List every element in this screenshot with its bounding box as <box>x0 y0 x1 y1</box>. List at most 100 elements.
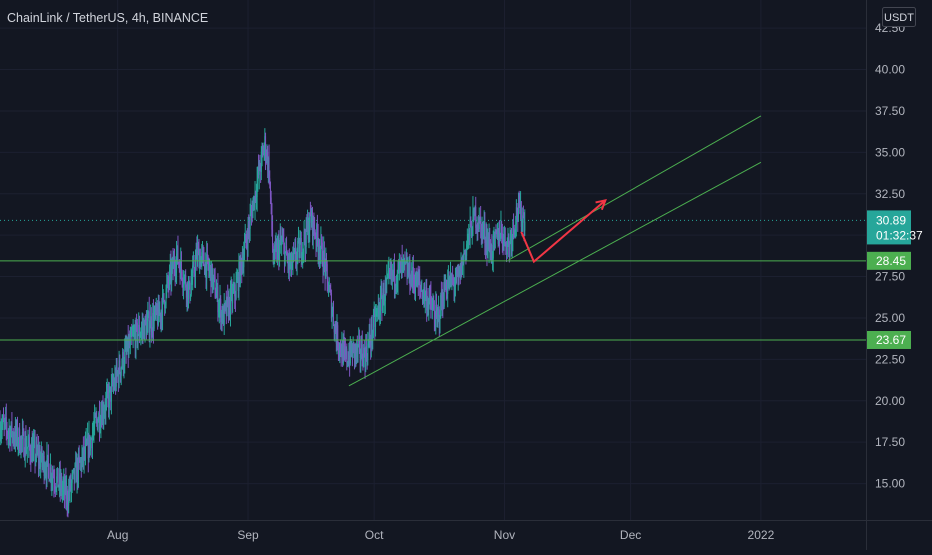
candle-body <box>271 203 273 230</box>
candle-body <box>435 305 437 328</box>
candle-body <box>504 227 506 244</box>
candle-body <box>282 240 284 242</box>
candle-body <box>241 260 243 271</box>
candle-body <box>34 440 36 461</box>
candle-body <box>518 199 520 204</box>
candle-body <box>70 479 72 489</box>
candle-body <box>332 310 334 313</box>
candle-body <box>127 337 129 355</box>
candle-body <box>78 455 80 459</box>
candle-body <box>483 223 485 230</box>
candle-body <box>109 386 111 390</box>
candle-body <box>468 229 470 236</box>
candle-body <box>302 248 304 250</box>
candle-body <box>225 302 227 315</box>
candle-body <box>264 136 266 148</box>
candle-body <box>129 336 131 346</box>
candle-body <box>365 346 367 357</box>
candle-body <box>396 283 398 287</box>
candle-body <box>461 259 463 275</box>
candle-body <box>201 250 203 253</box>
candle-body <box>507 239 509 242</box>
candle-body <box>283 240 285 245</box>
candle-body <box>417 275 419 288</box>
candle-body <box>57 468 59 488</box>
candle-body <box>196 250 198 261</box>
candle-body <box>82 448 84 460</box>
candle-body <box>304 231 306 241</box>
candle-body <box>414 282 416 291</box>
candle-body <box>512 221 514 237</box>
candle-body <box>305 220 307 248</box>
candle-body <box>503 235 505 245</box>
candle-body <box>371 324 373 339</box>
candle-body <box>162 294 164 320</box>
candle-body <box>228 298 230 317</box>
candle-body <box>383 288 385 305</box>
candle-body <box>29 446 31 457</box>
candle-body <box>382 288 384 301</box>
currency-button-frame[interactable] <box>882 7 916 27</box>
trend-line[interactable] <box>348 161 762 387</box>
candle-body <box>73 468 75 472</box>
candle-body <box>291 263 293 269</box>
candle-body <box>298 239 300 258</box>
candle-body <box>47 455 49 456</box>
candle-body <box>171 259 173 267</box>
candle-body <box>94 415 96 418</box>
candle-body <box>380 293 382 294</box>
currency-button-label[interactable]: USDT <box>884 12 914 24</box>
candle-body <box>10 431 12 444</box>
chart-title: ChainLink / TetherUS, 4h, BINANCE <box>7 11 208 25</box>
candle-body <box>191 279 193 283</box>
candle-body <box>136 322 138 324</box>
candle-body <box>296 251 298 262</box>
candle-body <box>87 436 89 445</box>
candle-body <box>66 489 68 505</box>
candle-body <box>342 344 344 364</box>
candle-body <box>411 273 413 282</box>
candle-body <box>91 434 93 449</box>
candle-body <box>257 169 259 181</box>
candle-body <box>385 282 387 285</box>
candle-body <box>68 489 70 493</box>
candle-body <box>179 266 181 279</box>
candle-body <box>333 310 335 325</box>
candle-body <box>130 331 132 337</box>
candle-body <box>234 284 236 297</box>
candle-body <box>484 223 486 244</box>
candle-body <box>161 311 163 320</box>
candle-body <box>479 216 481 219</box>
candle-body <box>194 272 196 276</box>
trend-line[interactable] <box>508 115 762 261</box>
time-axis[interactable]: Aug Sep Oct Nov Dec 2022 <box>107 528 775 542</box>
candle-body <box>517 199 519 218</box>
candle-body <box>28 437 30 444</box>
candle-body <box>506 241 508 255</box>
candle-body <box>117 372 119 374</box>
candle-body <box>517 214 519 218</box>
candle-body <box>157 302 159 325</box>
candle-body <box>341 343 343 357</box>
candle-body <box>1 424 3 430</box>
candle-body <box>468 229 470 237</box>
candle-body <box>10 421 12 432</box>
candle-body <box>447 277 449 284</box>
candle-body <box>258 169 260 175</box>
candle-body <box>101 406 103 425</box>
currency-button[interactable]: USDT <box>882 7 916 27</box>
candle-body <box>18 429 20 443</box>
candle-body <box>22 431 24 433</box>
candle-body <box>67 504 69 506</box>
y-tick-label: 15.00 <box>875 477 905 491</box>
candle-body <box>275 245 277 247</box>
candle-body <box>60 478 62 488</box>
candle-body <box>313 217 315 229</box>
projection-arrow[interactable] <box>520 199 607 264</box>
candle-body <box>475 206 477 228</box>
candle-body <box>321 242 323 266</box>
candle-body <box>132 333 134 336</box>
candle-body <box>377 307 379 311</box>
